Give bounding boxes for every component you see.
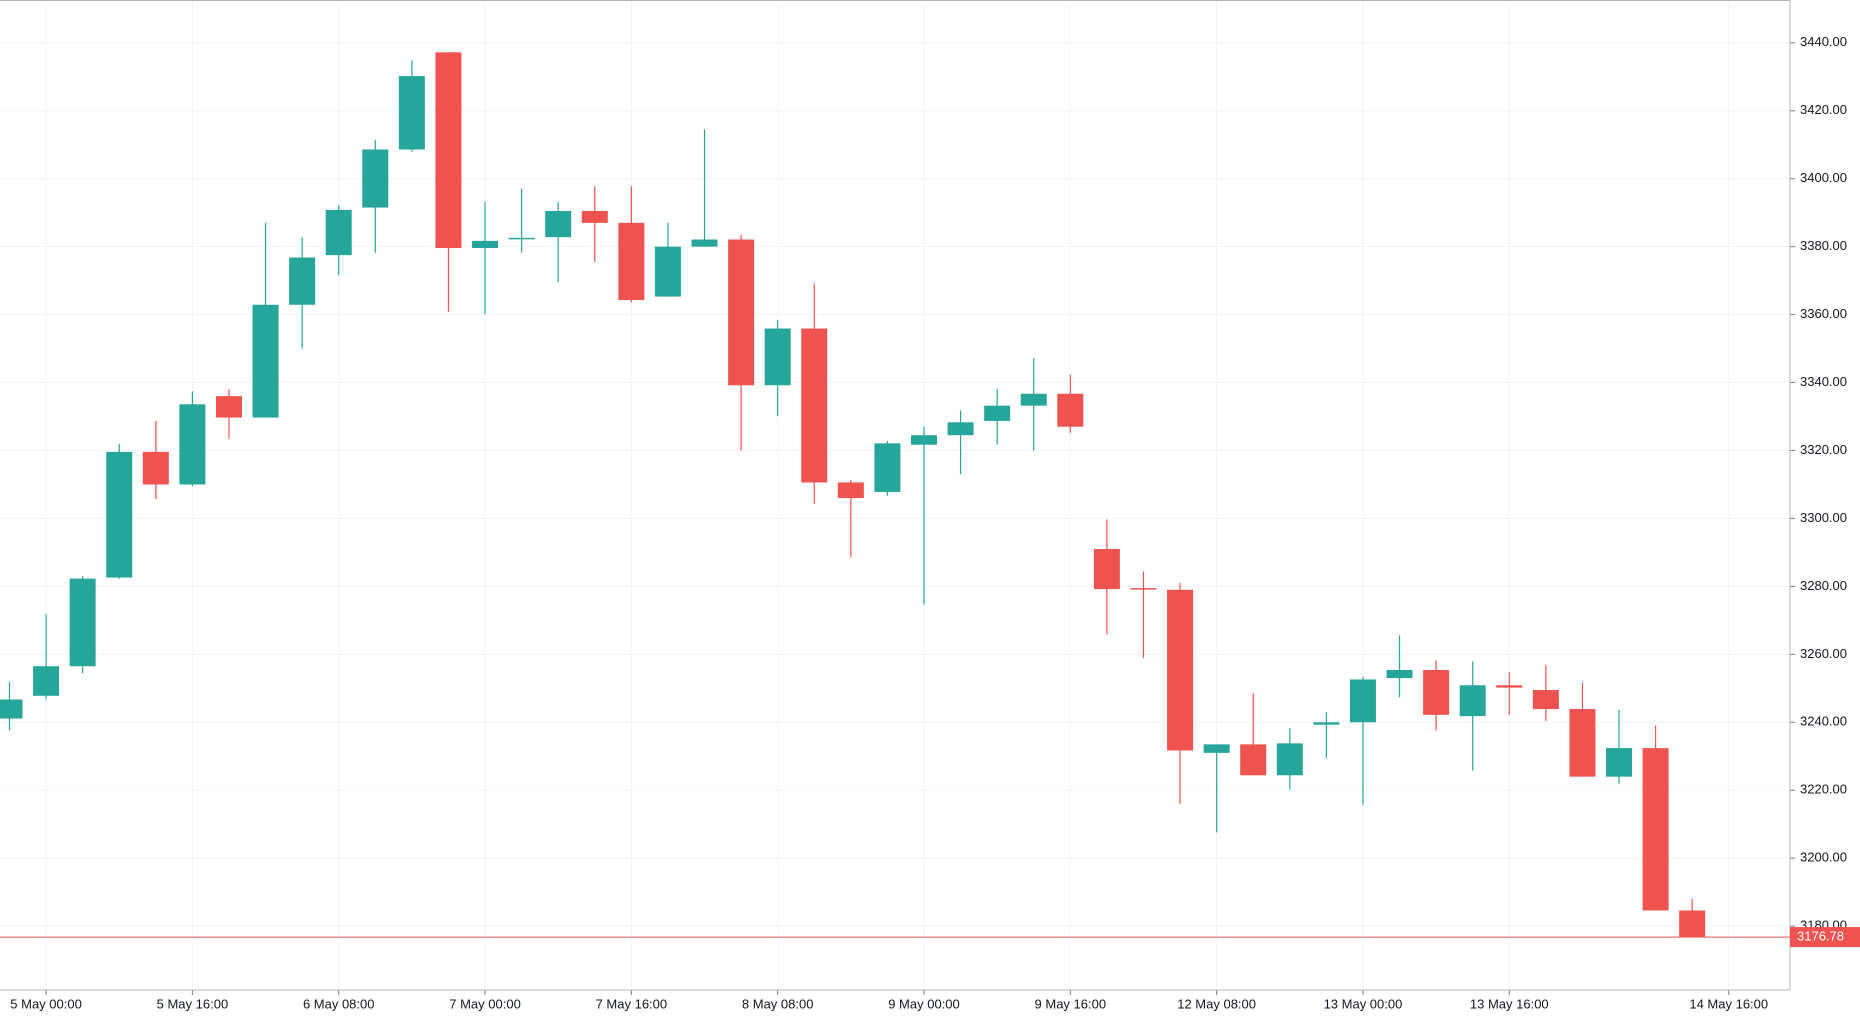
candle-body: [837, 482, 864, 499]
candle-body: [581, 210, 608, 223]
y-tick-label: 3340.00: [1800, 374, 1847, 389]
candle-body: [1093, 549, 1120, 590]
candle-body: [764, 328, 791, 386]
last-price-badge: [1790, 927, 1860, 948]
candle-body: [1386, 669, 1413, 679]
candle-body: [618, 222, 645, 300]
x-tick-label: 12 May 08:00: [1177, 996, 1256, 1011]
candle-body: [728, 239, 755, 386]
candle-body: [508, 237, 535, 240]
candle-body: [33, 666, 60, 696]
y-tick-label: 3240.00: [1800, 714, 1847, 729]
candle-body: [1459, 685, 1486, 717]
candle-body: [252, 304, 279, 418]
candle-body: [1130, 588, 1157, 590]
y-tick-label: 3300.00: [1800, 510, 1847, 525]
candle-body: [1167, 589, 1194, 751]
last-price-label: 3176.78: [1797, 929, 1844, 944]
x-tick-label: 13 May 00:00: [1324, 996, 1403, 1011]
y-tick-label: 3200.00: [1800, 850, 1847, 865]
y-tick-label: 3260.00: [1800, 646, 1847, 661]
candle-body: [874, 443, 901, 492]
x-tick-label: 9 May 00:00: [888, 996, 960, 1011]
candle-body: [289, 257, 316, 305]
candle-body: [545, 210, 572, 238]
x-tick-label: 7 May 16:00: [596, 996, 668, 1011]
candle-body: [947, 422, 974, 436]
x-tick-label: 6 May 08:00: [303, 996, 375, 1011]
candle-body: [179, 404, 206, 485]
candle-body: [106, 451, 133, 578]
candle-body: [362, 149, 389, 208]
candle-body: [1240, 744, 1267, 776]
candle-body: [215, 396, 242, 418]
x-tick-label: 5 May 16:00: [157, 996, 229, 1011]
candle-body: [1679, 910, 1706, 938]
candle-body: [1276, 743, 1303, 776]
candle-body: [1313, 722, 1340, 725]
candle-body: [654, 246, 681, 297]
candle-body: [1349, 679, 1376, 723]
x-tick-label: 9 May 16:00: [1035, 996, 1107, 1011]
y-tick-label: 3320.00: [1800, 442, 1847, 457]
x-tick-label: 5 May 00:00: [10, 996, 82, 1011]
candle-body: [1057, 393, 1084, 427]
y-tick-label: 3360.00: [1800, 306, 1847, 321]
y-tick-label: 3400.00: [1800, 170, 1847, 185]
candle-body: [142, 451, 169, 485]
candle-body: [1569, 709, 1596, 777]
x-tick-label: 14 May 16:00: [1689, 996, 1768, 1011]
candle-body: [325, 209, 352, 256]
candle-body: [691, 239, 718, 247]
y-tick-label: 3420.00: [1800, 102, 1847, 117]
candle-body: [0, 699, 23, 719]
candle-body: [1423, 669, 1450, 715]
y-tick-label: 3380.00: [1800, 238, 1847, 253]
candle-body: [398, 76, 425, 150]
candle-body: [472, 240, 499, 249]
y-tick-label: 3280.00: [1800, 578, 1847, 593]
x-tick-label: 13 May 16:00: [1470, 996, 1549, 1011]
x-tick-label: 8 May 08:00: [742, 996, 814, 1011]
candle-body: [984, 405, 1011, 421]
y-tick-label: 3220.00: [1800, 782, 1847, 797]
candle-body: [69, 578, 96, 667]
candle-body: [1496, 685, 1523, 688]
candle-body: [435, 52, 462, 249]
x-tick-label: 7 May 00:00: [449, 996, 521, 1011]
candle-body: [1203, 744, 1230, 753]
candle-body: [1642, 748, 1669, 911]
candle-body: [1532, 690, 1559, 710]
candle-body: [1606, 748, 1633, 777]
candle-body: [1020, 393, 1047, 406]
candle-body: [911, 435, 937, 445]
y-tick-label: 3440.00: [1800, 34, 1847, 49]
candle-body: [801, 328, 828, 483]
